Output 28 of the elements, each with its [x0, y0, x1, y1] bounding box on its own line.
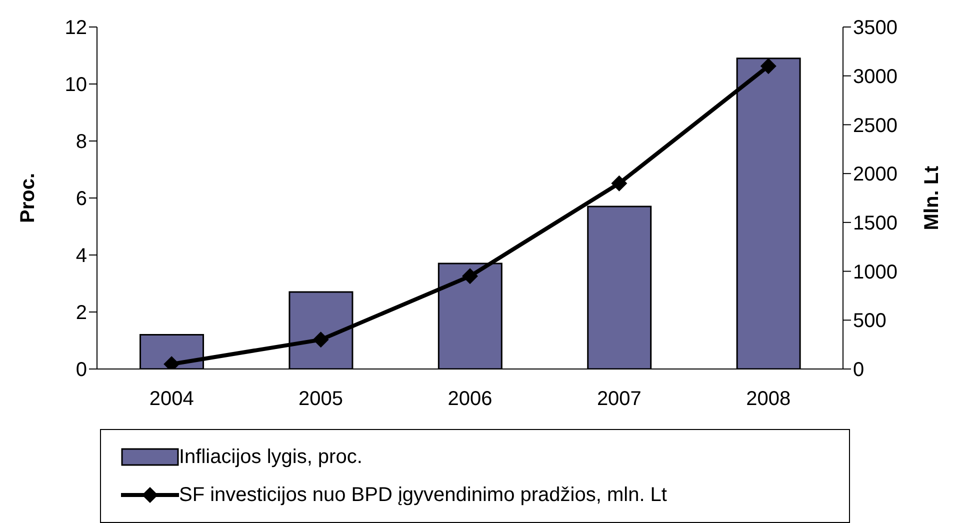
- y-tick-label: 2: [76, 302, 87, 324]
- y2-tick-label: 3000: [853, 66, 898, 88]
- y-axis-title: Proc.: [17, 172, 39, 224]
- point: [312, 332, 329, 348]
- y2-tick-label: 0: [853, 359, 864, 382]
- y-tick-label: 0: [76, 359, 87, 382]
- legend-label: SF investicijos nuo BPD įgyvendinimo pradžios, mln. Lt: [179, 484, 667, 506]
- y-tick-label: 6: [76, 188, 87, 210]
- y-tick-label: 8: [76, 131, 87, 154]
- y-tick-label: 4: [76, 245, 87, 268]
- y2-tick-label: 500: [853, 310, 886, 332]
- y2-tick-label: 2500: [853, 114, 898, 137]
- x-tick-label: 2004: [149, 388, 194, 410]
- y-tick-label: 10: [64, 74, 87, 96]
- x-tick-label: 2006: [448, 388, 492, 410]
- y2-axis-title: Mln. Lt: [921, 165, 943, 230]
- point: [611, 175, 628, 192]
- x-tick-label: 2008: [746, 388, 791, 410]
- y2-tick-label: 3500: [853, 17, 898, 40]
- x-tick-label: 2005: [298, 388, 344, 410]
- x-tick-label: 2007: [596, 388, 642, 410]
- y2-tick-label: 1000: [853, 261, 898, 284]
- y2-tick-label: 2000: [853, 164, 898, 186]
- legend-label: Infliacijos lygis, proc.: [179, 446, 362, 468]
- y-tick-label: 12: [64, 17, 87, 40]
- y2-tick-label: 1500: [853, 212, 898, 235]
- point: [462, 268, 478, 284]
- point: [760, 58, 776, 74]
